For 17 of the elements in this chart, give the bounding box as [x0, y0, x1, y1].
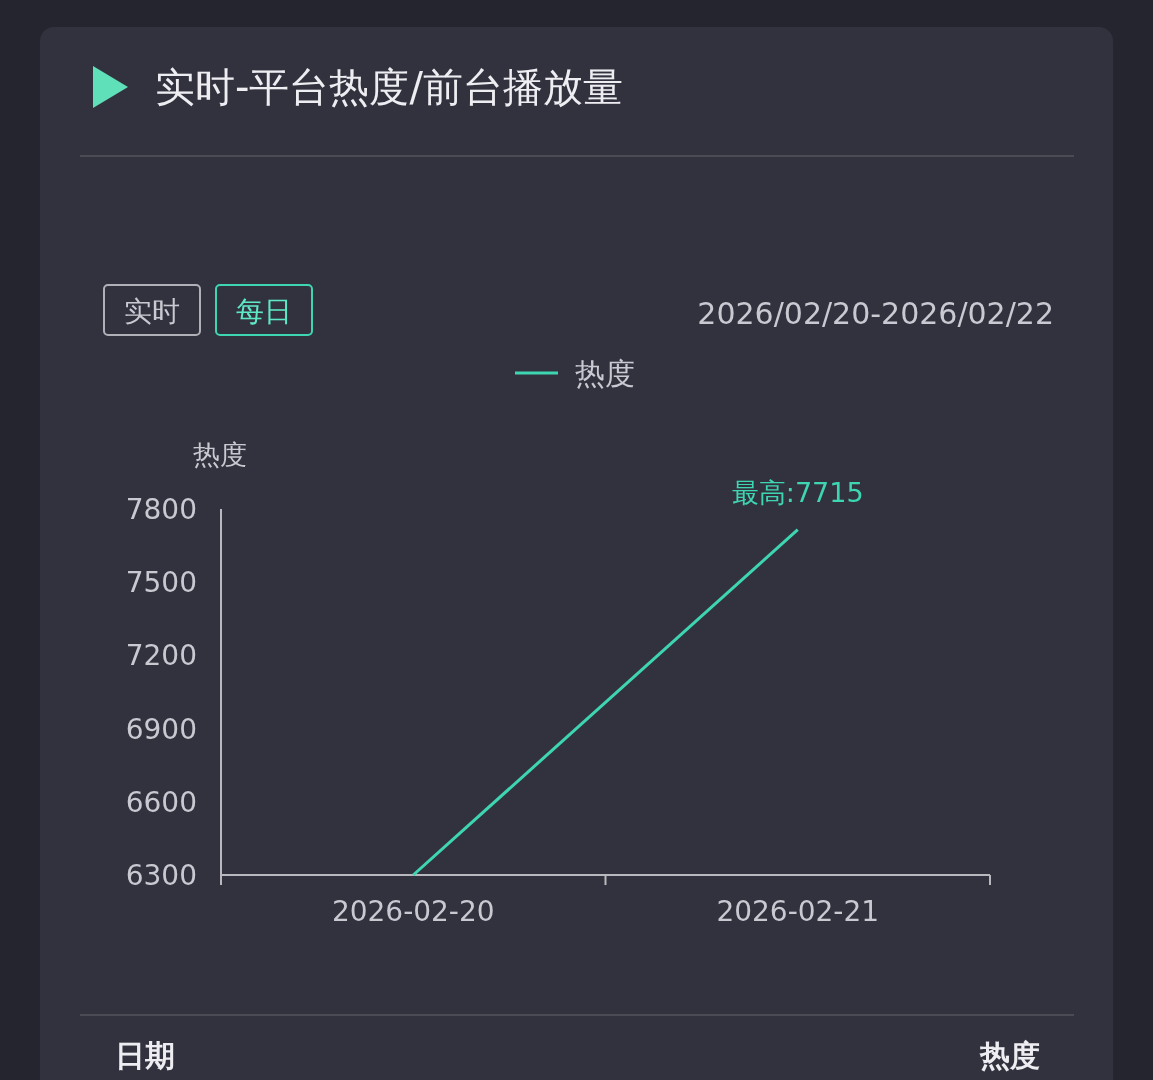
y-tick-label: 7200 [125, 639, 197, 673]
x-tick-label: 2026-02-20 [331, 895, 495, 928]
chart-subtitle: 2026/02/20-2026/02/22 [697, 296, 1054, 331]
y-tick-label: 7500 [125, 566, 197, 600]
x-tick-label: 2026-02-21 [716, 895, 880, 928]
text: 日期 [115, 1038, 175, 1073]
text: 实时 [124, 295, 180, 328]
text: 热度 [979, 1038, 1040, 1073]
y-tick-label: 7800 [125, 493, 197, 526]
legend-label: 热度 [575, 356, 635, 391]
y-axis-title: 热度 [193, 439, 247, 470]
chart-title: 实时-平台热度/前台播放量 [155, 64, 623, 110]
annotation: 最高:7715 [731, 476, 864, 508]
y-tick-label: 6600 [125, 785, 197, 819]
y-tick-label: 6300 [125, 859, 197, 892]
y-tick-label: 6900 [125, 712, 197, 746]
text: 每日 [236, 295, 292, 328]
